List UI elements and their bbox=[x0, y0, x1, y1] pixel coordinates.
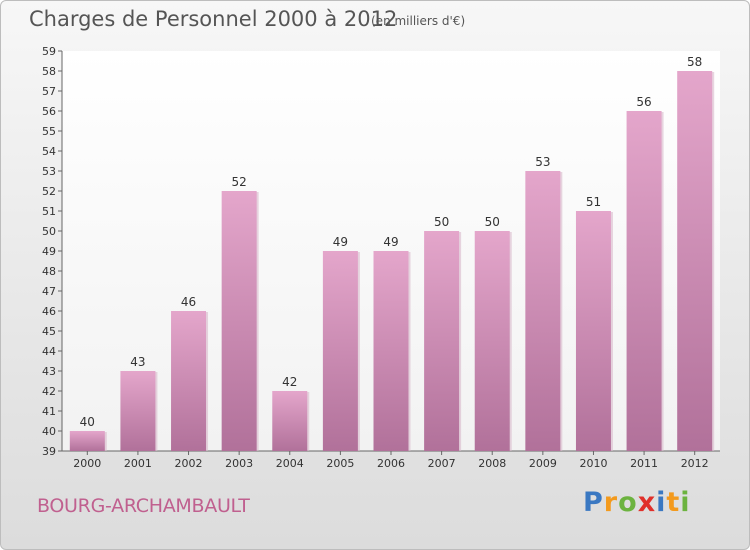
bar bbox=[626, 111, 662, 451]
x-tick-label: 2012 bbox=[681, 457, 709, 470]
y-tick-label: 55 bbox=[42, 125, 56, 138]
logo-letter: r bbox=[603, 487, 619, 518]
y-tick-label: 43 bbox=[42, 365, 56, 378]
chart-title: Charges de Personnel 2000 à 2012 bbox=[29, 7, 398, 31]
x-tick-label: 2011 bbox=[630, 457, 658, 470]
x-tick-label: 2001 bbox=[124, 457, 152, 470]
logo-letter: P bbox=[583, 487, 604, 518]
y-tick-label: 50 bbox=[42, 225, 56, 238]
y-tick-label: 58 bbox=[42, 65, 56, 78]
bar bbox=[322, 251, 358, 451]
bar bbox=[221, 191, 257, 451]
logo-letter: i bbox=[680, 487, 691, 518]
bar bbox=[69, 431, 105, 451]
bar-value-label: 50 bbox=[434, 215, 449, 229]
y-tick-label: 44 bbox=[42, 345, 56, 358]
x-tick-label: 2000 bbox=[73, 457, 101, 470]
y-tick-label: 54 bbox=[42, 145, 56, 158]
y-tick-label: 59 bbox=[42, 45, 56, 58]
bar bbox=[373, 251, 409, 451]
y-tick-label: 57 bbox=[42, 85, 56, 98]
bar bbox=[272, 391, 308, 451]
logo-letter: o bbox=[618, 487, 638, 518]
logo-letter: t bbox=[666, 487, 681, 518]
x-tick-label: 2005 bbox=[326, 457, 354, 470]
y-tick-label: 51 bbox=[42, 205, 56, 218]
y-tick-label: 47 bbox=[42, 285, 56, 298]
y-tick-label: 42 bbox=[42, 385, 56, 398]
chart-subtitle: (en milliers d'€) bbox=[371, 14, 466, 28]
x-tick-label: 2002 bbox=[175, 457, 203, 470]
y-tick-label: 39 bbox=[42, 445, 56, 458]
x-tick-label: 2008 bbox=[478, 457, 506, 470]
bar-value-label: 56 bbox=[636, 95, 651, 109]
y-tick-label: 41 bbox=[42, 405, 56, 418]
bar bbox=[575, 211, 611, 451]
logo-letter: i bbox=[656, 487, 667, 518]
bar-value-label: 50 bbox=[485, 215, 500, 229]
x-tick-label: 2006 bbox=[377, 457, 405, 470]
bar bbox=[474, 231, 510, 451]
bar bbox=[424, 231, 460, 451]
bar-value-label: 49 bbox=[383, 235, 398, 249]
bar bbox=[171, 311, 207, 451]
y-tick-label: 48 bbox=[42, 265, 56, 278]
bar bbox=[677, 71, 713, 451]
y-tick-label: 40 bbox=[42, 425, 56, 438]
bar-value-label: 40 bbox=[80, 415, 95, 429]
x-tick-label: 2004 bbox=[276, 457, 304, 470]
bar-value-label: 51 bbox=[586, 195, 601, 209]
bar bbox=[120, 371, 156, 451]
y-tick-label: 56 bbox=[42, 105, 56, 118]
x-tick-label: 2007 bbox=[428, 457, 456, 470]
y-tick-label: 49 bbox=[42, 245, 56, 258]
bar-value-label: 49 bbox=[333, 235, 348, 249]
logo-letter: x bbox=[637, 487, 657, 518]
y-tick-label: 46 bbox=[42, 305, 56, 318]
y-tick-label: 53 bbox=[42, 165, 56, 178]
bar-value-label: 53 bbox=[535, 155, 550, 169]
bar-value-label: 43 bbox=[130, 355, 145, 369]
x-tick-label: 2010 bbox=[579, 457, 607, 470]
bar-value-label: 58 bbox=[687, 55, 702, 69]
x-tick-label: 2009 bbox=[529, 457, 557, 470]
y-tick-label: 45 bbox=[42, 325, 56, 338]
bar-value-label: 42 bbox=[282, 375, 297, 389]
y-tick-label: 52 bbox=[42, 185, 56, 198]
bar-value-label: 52 bbox=[232, 175, 247, 189]
proxiti-logo[interactable]: Proxiti bbox=[583, 487, 691, 518]
bar bbox=[525, 171, 561, 451]
bar-value-label: 46 bbox=[181, 295, 196, 309]
city-name: BOURG-ARCHAMBAULT bbox=[37, 495, 250, 517]
x-tick-label: 2003 bbox=[225, 457, 253, 470]
